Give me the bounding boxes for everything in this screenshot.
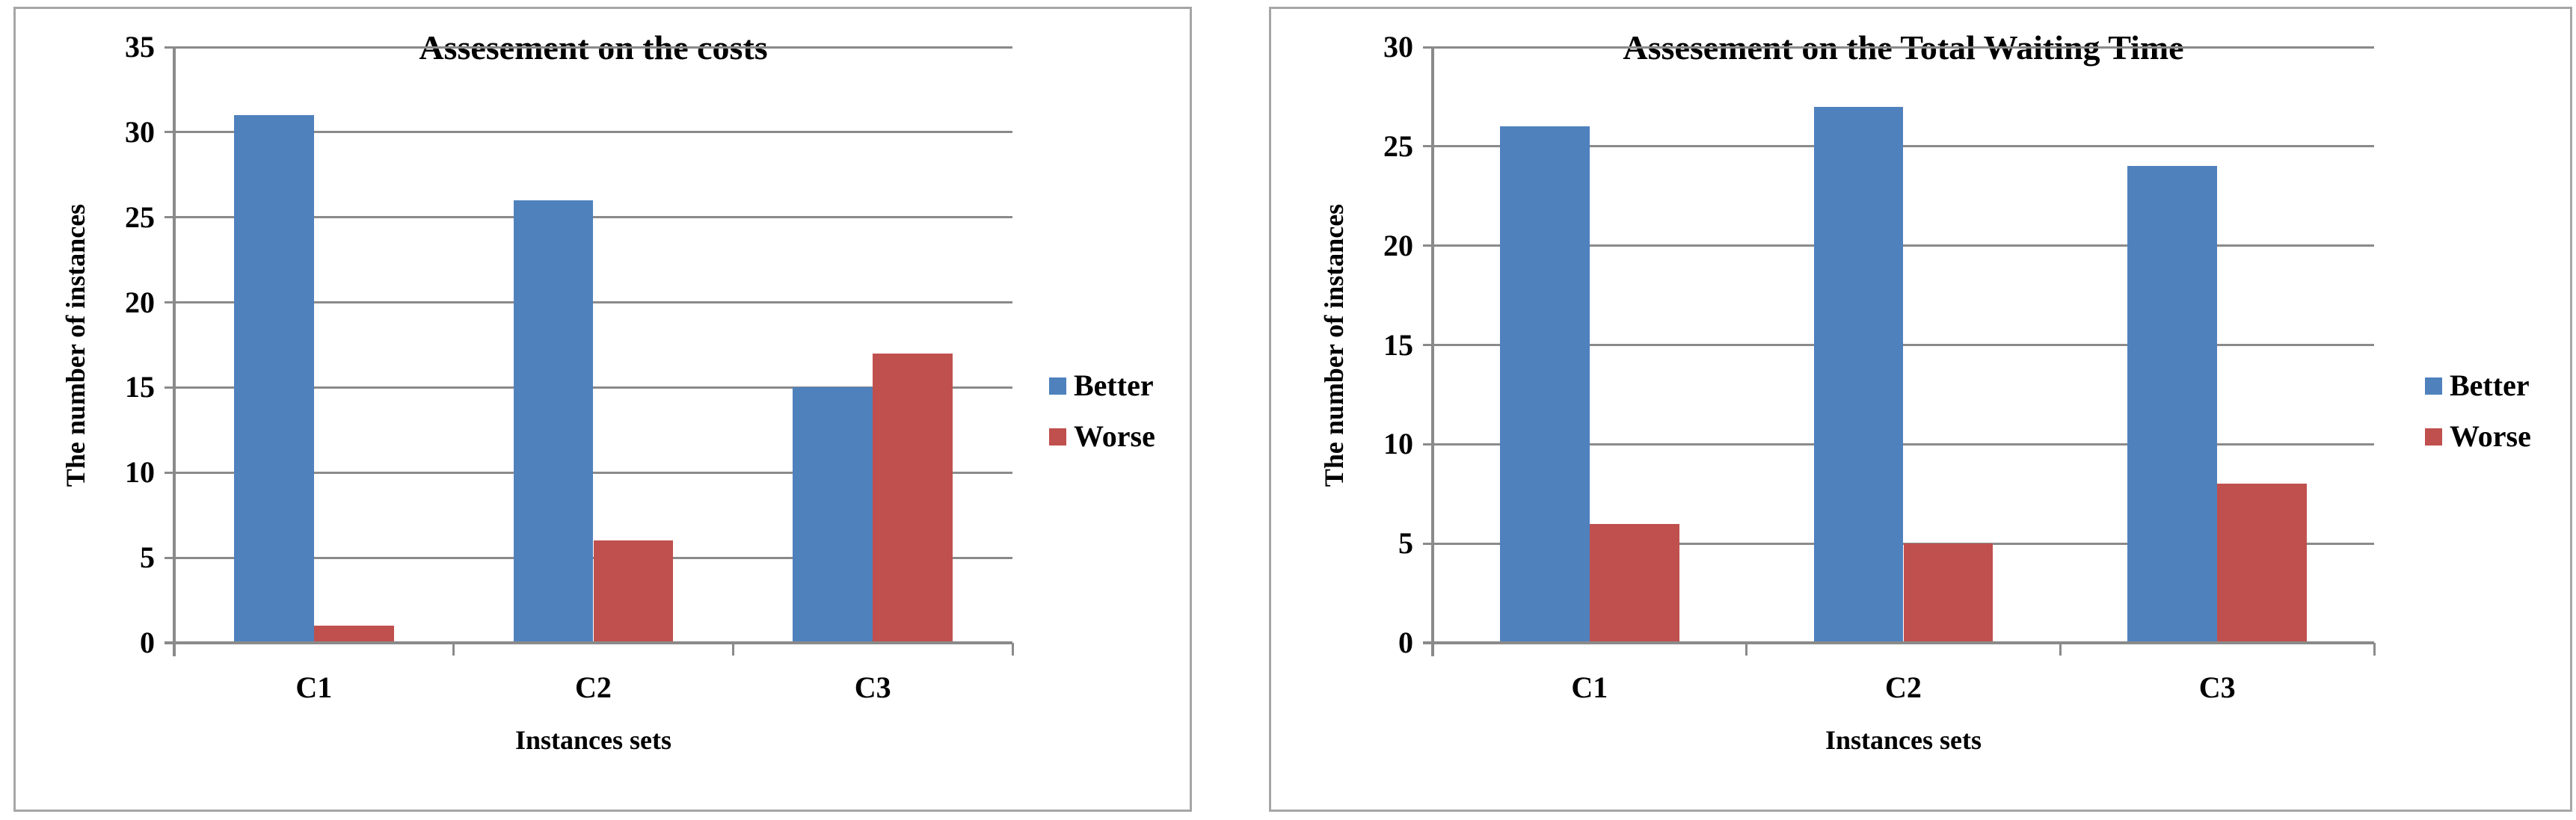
x-axis-line (165, 641, 1012, 644)
x-axis-line (1423, 641, 2374, 644)
gridline (1433, 344, 2374, 346)
category-label: C3 (854, 671, 891, 704)
gridline (174, 386, 1012, 389)
bar-better-c3 (793, 387, 873, 643)
gridline (174, 131, 1012, 134)
bar-better-c2 (1813, 106, 1904, 643)
x-axis-tick (2373, 643, 2376, 656)
legend-swatch-worse-icon (2425, 428, 2442, 446)
legend-item-worse: Worse (2425, 420, 2531, 453)
y-tick-label: 0 (1398, 626, 1413, 659)
bar-worse-c2 (593, 540, 674, 643)
legend-label: Better (1074, 369, 1154, 402)
x-axis-title: Instances sets (514, 725, 671, 755)
y-axis-tick (165, 216, 174, 219)
legend-item-better: Better (1049, 369, 1154, 402)
y-tick-label: 35 (125, 30, 155, 64)
y-axis-title: The number of instances (61, 203, 90, 487)
y-axis-tick (1423, 145, 1433, 148)
gridline (1433, 443, 2374, 446)
gridline (1433, 46, 2374, 49)
gridline (174, 301, 1012, 304)
legend-item-worse: Worse (1049, 420, 1155, 453)
y-axis-tick (1423, 46, 1433, 49)
bar-worse-c2 (1903, 543, 1994, 643)
y-tick-label: 15 (125, 370, 155, 404)
y-axis-tick (1423, 244, 1433, 247)
y-axis-tick (165, 301, 174, 304)
bar-better-c1 (1499, 126, 1590, 643)
legend-label: Better (2450, 369, 2530, 402)
y-tick-label: 20 (125, 285, 155, 319)
y-axis-line (1431, 47, 1434, 656)
legend-label: Worse (2450, 419, 2531, 453)
legend-swatch-better-icon (2425, 377, 2442, 395)
y-axis-tick (165, 386, 174, 389)
y-axis-tick (1423, 443, 1433, 446)
y-tick-label: 25 (1383, 129, 1413, 163)
gridline (174, 46, 1012, 49)
y-axis-line (173, 47, 176, 656)
category-label: C1 (295, 671, 333, 704)
gridline (1433, 145, 2374, 148)
y-tick-label: 15 (1383, 327, 1413, 362)
legend-swatch-worse-icon (1049, 428, 1066, 446)
legend-swatch-better-icon (1049, 377, 1066, 395)
x-axis-tick (1745, 643, 1748, 656)
x-axis-tick (731, 643, 734, 656)
gridline (174, 471, 1012, 474)
y-axis-tick (165, 556, 174, 559)
category-label: C2 (1885, 671, 1922, 704)
y-axis-tick (165, 131, 174, 134)
bar-better-c1 (234, 115, 314, 643)
bar-worse-c3 (2217, 484, 2308, 643)
y-tick-label: 30 (125, 114, 155, 149)
x-axis-title: Instances sets (1825, 725, 1982, 755)
x-axis-tick (452, 643, 455, 656)
x-axis-tick (2059, 643, 2062, 656)
x-axis-tick (1011, 643, 1014, 656)
y-tick-label: 5 (1398, 526, 1413, 561)
y-tick-label: 20 (1383, 228, 1413, 262)
category-label: C1 (1571, 671, 1608, 704)
y-tick-label: 5 (140, 540, 155, 575)
bar-better-c2 (513, 200, 594, 643)
legend-label: Worse (1074, 419, 1155, 453)
chart-panel-total-waiting-time: Assesement on the Total Waiting Time The… (1269, 7, 2572, 812)
y-axis-tick (1423, 344, 1433, 346)
legend-item-better: Better (2425, 369, 2530, 402)
category-label: C2 (575, 671, 612, 704)
bar-worse-c1 (313, 626, 394, 643)
y-axis-tick (165, 46, 174, 49)
y-tick-label: 0 (140, 626, 155, 659)
gridline (174, 216, 1012, 219)
y-axis-tick (1423, 542, 1433, 545)
y-tick-label: 10 (1383, 427, 1413, 461)
bar-better-c3 (2127, 166, 2218, 643)
y-axis-tick (165, 471, 174, 474)
chart-panel-costs: Assesement on the costs The number of in… (13, 7, 1192, 812)
y-tick-label: 30 (1383, 30, 1413, 64)
category-label: C3 (2198, 671, 2236, 704)
gridline (1433, 244, 2374, 247)
bar-worse-c1 (1589, 523, 1679, 643)
bar-worse-c3 (873, 353, 953, 643)
y-tick-label: 25 (125, 200, 155, 234)
y-tick-label: 10 (125, 455, 155, 490)
